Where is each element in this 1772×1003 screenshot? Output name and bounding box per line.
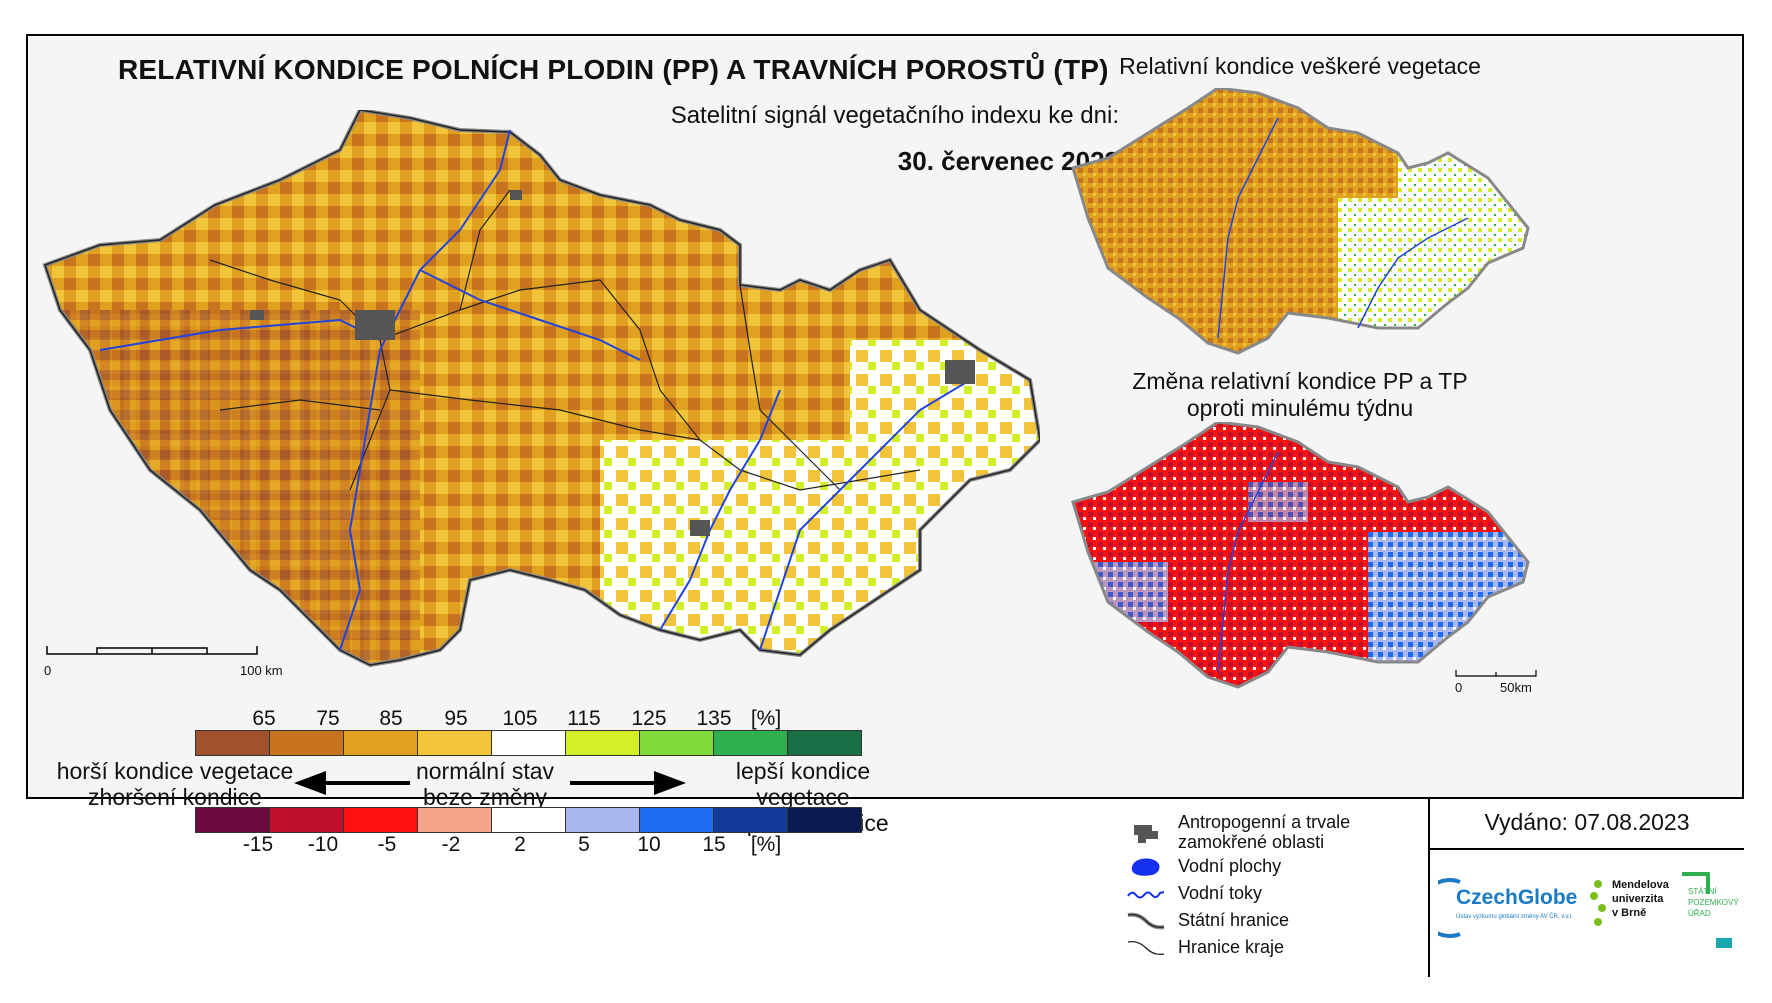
- legend-rivers: Vodní toky: [1126, 880, 1262, 906]
- legend-state-border: Státní hranice: [1126, 907, 1289, 933]
- condition-color-bar: [195, 730, 862, 756]
- spu-logo: STÁTNÍ POZEMKOVÝ ÚŘAD: [1688, 886, 1739, 919]
- main-scale-bar: [46, 646, 258, 655]
- main-scale-start: 0: [44, 663, 52, 678]
- state-border-icon: [1127, 912, 1165, 930]
- condition-tick: 95: [444, 707, 468, 730]
- change-tick: -10: [307, 833, 339, 856]
- mendelu-logo: Mendelova univerzita v Brně: [1612, 878, 1669, 920]
- condition-color-swatch: [788, 731, 861, 755]
- condition-color-swatch: [270, 731, 344, 755]
- change-tick: -5: [377, 833, 397, 856]
- worse-label: horší kondice vegetace zhoršení kondice: [50, 758, 300, 810]
- condition-color-swatch: [344, 731, 418, 755]
- better-label-line1: lepší kondice vegetace: [735, 758, 871, 810]
- condition-tick: 65: [252, 707, 276, 730]
- change-map-title-line2: oproti minulému týdnu: [1186, 395, 1414, 421]
- anthropogenic-area-icon: [1134, 825, 1158, 843]
- change-color-bar: [195, 807, 862, 833]
- state-border-label: Státní hranice: [1178, 909, 1290, 930]
- small-scale-start: 0: [1455, 680, 1463, 695]
- change-tick: 10: [637, 833, 661, 856]
- change-color-swatch: [492, 808, 566, 832]
- right-arrow-icon: [570, 771, 686, 795]
- change-tick: 15: [702, 833, 726, 856]
- left-arrow-icon: [294, 771, 410, 795]
- change-ticks: -15 -10 -5 -2 2 5 10 15 [%]: [196, 833, 786, 856]
- change-tick: -2: [441, 833, 461, 856]
- water-bodies-label: Vodní plochy: [1178, 855, 1282, 876]
- anthropogenic-line1: Antropogenní a trvale: [1178, 812, 1351, 832]
- mendelu-dots-icon: [1590, 880, 1606, 926]
- condition-tick: 135: [696, 707, 732, 730]
- condition-color-swatch: [640, 731, 714, 755]
- condition-tick: 105: [502, 707, 538, 730]
- main-condition-map: [42, 110, 1040, 668]
- condition-tick: 85: [379, 707, 403, 730]
- small-scale-end: 50km: [1500, 680, 1532, 695]
- change-color-swatch: [418, 808, 492, 832]
- condition-color-swatch: [418, 731, 492, 755]
- map-subtitle: Satelitní signál vegetačního indexu ke d…: [670, 102, 1119, 129]
- logos-area: CzechGlobe Ústav výzkumu globální změny …: [1430, 850, 1744, 975]
- change-map: [1071, 422, 1530, 689]
- issued-box: Vydáno: 07.08.2023 CzechGlobe Ústav výzk…: [1428, 797, 1744, 977]
- condition-ticks: 65 75 85 95 105 115 125 135 [%]: [196, 707, 786, 730]
- vegetation-map-title: Relativní kondice veškeré vegetace: [1119, 53, 1481, 79]
- legend-anthropogenic: Antropogenní a trvale zamokřené oblasti: [1126, 812, 1350, 852]
- map-title: RELATIVNÍ KONDICE POLNÍCH PLODIN (PP) A …: [118, 54, 1109, 85]
- condition-color-swatch: [196, 731, 270, 755]
- change-tick: -15: [242, 833, 274, 856]
- czechglobe-logo: [1438, 878, 1461, 938]
- czechglobe-subtitle: Ústav výzkumu globální změny AV ČR, v.v.…: [1456, 914, 1573, 920]
- change-color-swatch: [640, 808, 714, 832]
- legend-water-bodies: Vodní plochy: [1126, 853, 1281, 879]
- change-tick: 2: [514, 833, 526, 856]
- mendelu-line2: univerzita: [1612, 893, 1664, 905]
- water-body-icon: [1131, 858, 1160, 876]
- change-tick: 5: [578, 833, 590, 856]
- change-map-title-line1: Změna relativní kondice PP a TP: [1132, 368, 1468, 394]
- spu-line3: ÚŘAD: [1688, 909, 1711, 918]
- condition-color-swatch: [492, 731, 566, 755]
- czechglobe-logo-text: CzechGlobe: [1456, 886, 1578, 909]
- legend-region-border: Hranice kraje: [1126, 934, 1284, 960]
- normal-label-line2: beze změny: [422, 784, 547, 810]
- spu-logo-icon: [1682, 872, 1732, 948]
- change-color-swatch: [714, 808, 788, 832]
- condition-tick: 75: [316, 707, 340, 730]
- anthropogenic-line2: zamokřené oblasti: [1178, 832, 1325, 852]
- issued-date: Vydáno: 07.08.2023: [1430, 797, 1744, 850]
- change-color-swatch: [566, 808, 640, 832]
- region-border-icon: [1127, 940, 1165, 956]
- small-scale-bar: [1455, 670, 1537, 677]
- condition-color-swatch: [566, 731, 640, 755]
- change-unit: [%]: [750, 833, 782, 856]
- condition-tick: 115: [567, 707, 601, 730]
- river-icon: [1127, 891, 1165, 899]
- main-scale-end: 100 km: [240, 663, 283, 678]
- mendelu-line3: v Brně: [1612, 907, 1647, 919]
- mendelu-line1: Mendelova: [1612, 879, 1669, 891]
- condition-unit: [%]: [750, 707, 782, 730]
- change-color-swatch: [788, 808, 861, 832]
- change-color-swatch: [344, 808, 418, 832]
- condition-tick: 125: [631, 707, 667, 730]
- normal-label-line1: normální stav: [415, 758, 555, 784]
- change-color-swatch: [270, 808, 344, 832]
- change-color-swatch: [196, 808, 270, 832]
- condition-color-swatch: [714, 731, 788, 755]
- spu-line2: POZEMKOVÝ: [1688, 898, 1739, 907]
- worse-label-line1: horší kondice vegetace: [56, 758, 294, 784]
- region-border-label: Hranice kraje: [1178, 936, 1285, 957]
- rivers-label: Vodní toky: [1178, 882, 1263, 903]
- worse-label-line2: zhoršení kondice: [88, 784, 262, 810]
- change-map-title: Změna relativní kondice PP a TP oproti m…: [1070, 368, 1530, 422]
- spu-line1: STÁTNÍ: [1688, 887, 1717, 896]
- all-vegetation-map: [1071, 88, 1530, 355]
- normal-label: normální stav beze změny: [405, 758, 565, 810]
